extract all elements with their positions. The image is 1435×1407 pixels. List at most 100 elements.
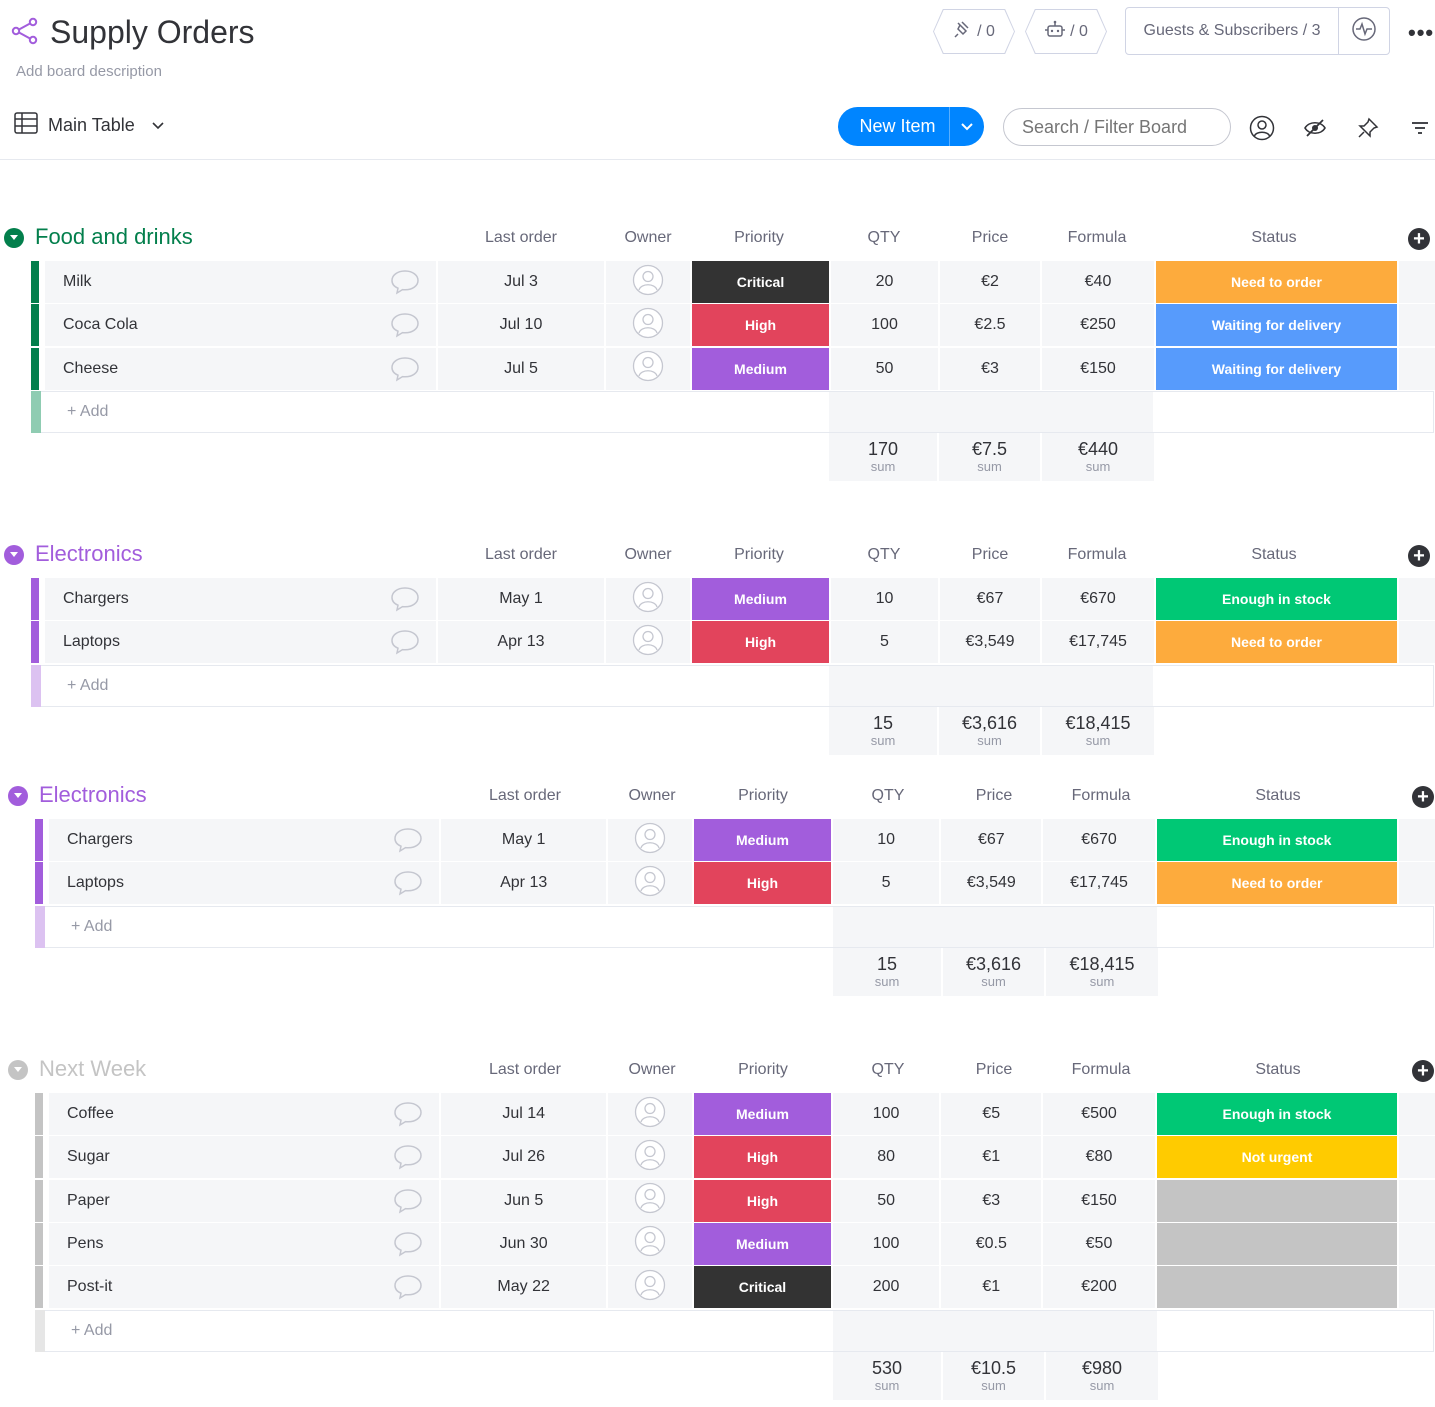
last-order-cell[interactable]: Jul 14	[440, 1093, 607, 1135]
qty-cell[interactable]: 20	[831, 261, 938, 303]
status-label[interactable]: Need to order	[1156, 261, 1397, 303]
column-header-price[interactable]: Price	[975, 787, 1013, 804]
formula-cell[interactable]: €200	[1043, 1266, 1155, 1309]
group-collapse-icon[interactable]	[4, 228, 24, 248]
comment-bubble-icon[interactable]	[393, 1274, 423, 1305]
price-cell[interactable]: €67	[941, 819, 1042, 861]
column-header-qty[interactable]: QTY	[867, 229, 901, 246]
guests-subscribers-button[interactable]: Guests & Subscribers / 3	[1126, 8, 1339, 54]
comment-bubble-icon[interactable]	[393, 827, 423, 858]
status-label[interactable]: Enough in stock	[1156, 819, 1398, 861]
owner-cell[interactable]	[608, 1136, 693, 1179]
price-cell[interactable]: €1	[941, 1136, 1042, 1179]
price-cell[interactable]: €1	[941, 1266, 1042, 1309]
owner-cell[interactable]	[608, 819, 693, 861]
formula-cell[interactable]: €150	[1042, 347, 1154, 390]
item-name-cell[interactable]: Sugar	[49, 1136, 439, 1179]
view-selector[interactable]: Main Table	[14, 112, 165, 139]
person-filter-icon[interactable]	[1248, 114, 1276, 142]
status-label[interactable]: Enough in stock	[1156, 1093, 1398, 1135]
column-header-price[interactable]: Price	[971, 229, 1009, 246]
column-header-last-order[interactable]: Last order	[488, 1061, 562, 1078]
price-cell[interactable]: €67	[940, 578, 1040, 620]
status-label[interactable]	[1156, 1222, 1398, 1265]
board-title[interactable]: Supply Orders	[50, 14, 255, 50]
last-order-cell[interactable]: Apr 13	[440, 862, 607, 905]
priority-label[interactable]: Medium	[692, 347, 829, 390]
pin-icon[interactable]	[1354, 114, 1382, 142]
price-cell[interactable]: €3,549	[941, 862, 1042, 905]
activity-button[interactable]	[1339, 16, 1389, 47]
item-name-cell[interactable]: Post-it	[49, 1266, 439, 1309]
integrations-button[interactable]: / 0	[933, 9, 1015, 54]
column-header-priority[interactable]: Priority	[738, 787, 788, 804]
priority-label[interactable]: Medium	[692, 578, 829, 620]
column-header-owner[interactable]: Owner	[628, 1061, 676, 1078]
last-order-cell[interactable]: Jul 3	[438, 261, 604, 303]
qty-cell[interactable]: 5	[832, 862, 940, 905]
column-header-priority[interactable]: Priority	[738, 1061, 788, 1078]
priority-label[interactable]: High	[694, 1136, 831, 1179]
group-collapse-icon[interactable]	[8, 1060, 28, 1080]
owner-cell[interactable]	[606, 261, 690, 303]
owner-cell[interactable]	[608, 1093, 693, 1135]
comment-bubble-icon[interactable]	[393, 870, 423, 901]
qty-cell[interactable]: 50	[832, 1179, 940, 1222]
comment-bubble-icon[interactable]	[390, 629, 420, 660]
formula-cell[interactable]: €50	[1043, 1222, 1155, 1265]
priority-label[interactable]: High	[692, 304, 829, 347]
column-header-formula[interactable]: Formula	[1067, 546, 1127, 563]
formula-cell[interactable]: €17,745	[1043, 862, 1155, 905]
column-header-formula[interactable]: Formula	[1067, 229, 1127, 246]
status-label[interactable]	[1156, 1179, 1398, 1222]
add-item-row[interactable]: + Add	[35, 1309, 1434, 1352]
priority-label[interactable]: Medium	[694, 819, 831, 861]
comment-bubble-icon[interactable]	[390, 269, 420, 300]
qty-cell[interactable]: 50	[831, 347, 938, 390]
status-label[interactable]: Not urgent	[1156, 1136, 1398, 1179]
status-label[interactable]: Waiting for delivery	[1156, 304, 1397, 347]
add-item-row[interactable]: + Add	[31, 664, 1434, 707]
priority-label[interactable]: High	[694, 862, 831, 905]
status-label[interactable]: Enough in stock	[1156, 578, 1397, 620]
group-collapse-icon[interactable]	[8, 786, 28, 806]
add-item-row[interactable]: + Add	[31, 390, 1434, 433]
column-header-qty[interactable]: QTY	[871, 787, 905, 804]
item-name-cell[interactable]: Laptops	[49, 862, 439, 905]
board-description[interactable]: Add board description	[16, 63, 162, 80]
search-input[interactable]	[1003, 108, 1231, 146]
formula-cell[interactable]: €40	[1042, 261, 1154, 303]
item-name-cell[interactable]: Paper	[49, 1179, 439, 1222]
owner-cell[interactable]	[608, 1222, 693, 1265]
column-header-last-order[interactable]: Last order	[488, 787, 562, 804]
last-order-cell[interactable]: Jul 5	[438, 347, 604, 390]
item-name-cell[interactable]: Coca Cola	[45, 304, 436, 347]
add-column-icon[interactable]: +	[1408, 545, 1430, 567]
owner-cell[interactable]	[608, 1266, 693, 1309]
priority-label[interactable]: High	[694, 1179, 831, 1222]
status-label[interactable]: Need to order	[1156, 862, 1398, 905]
column-header-formula[interactable]: Formula	[1071, 787, 1131, 804]
qty-cell[interactable]: 80	[832, 1136, 940, 1179]
price-cell[interactable]: €5	[941, 1093, 1042, 1135]
add-column-icon[interactable]: +	[1408, 228, 1430, 250]
formula-cell[interactable]: €17,745	[1042, 621, 1154, 664]
last-order-cell[interactable]: Jun 5	[440, 1179, 607, 1222]
hide-eye-icon[interactable]	[1301, 114, 1329, 142]
last-order-cell[interactable]: Apr 13	[438, 621, 604, 664]
column-header-owner[interactable]: Owner	[624, 546, 672, 563]
qty-cell[interactable]: 100	[832, 1222, 940, 1265]
priority-label[interactable]: Critical	[692, 261, 829, 303]
last-order-cell[interactable]: Jul 10	[438, 304, 604, 347]
formula-cell[interactable]: €670	[1042, 578, 1154, 620]
column-header-owner[interactable]: Owner	[628, 787, 676, 804]
qty-cell[interactable]: 200	[832, 1266, 940, 1309]
formula-cell[interactable]: €670	[1043, 819, 1155, 861]
column-header-status[interactable]: Status	[1255, 787, 1301, 804]
group-title[interactable]: Electronics	[39, 782, 147, 807]
column-header-owner[interactable]: Owner	[624, 229, 672, 246]
column-header-status[interactable]: Status	[1251, 229, 1297, 246]
status-label[interactable]: Waiting for delivery	[1156, 347, 1397, 390]
last-order-cell[interactable]: Jun 30	[440, 1222, 607, 1265]
item-name-cell[interactable]: Chargers	[49, 819, 439, 861]
